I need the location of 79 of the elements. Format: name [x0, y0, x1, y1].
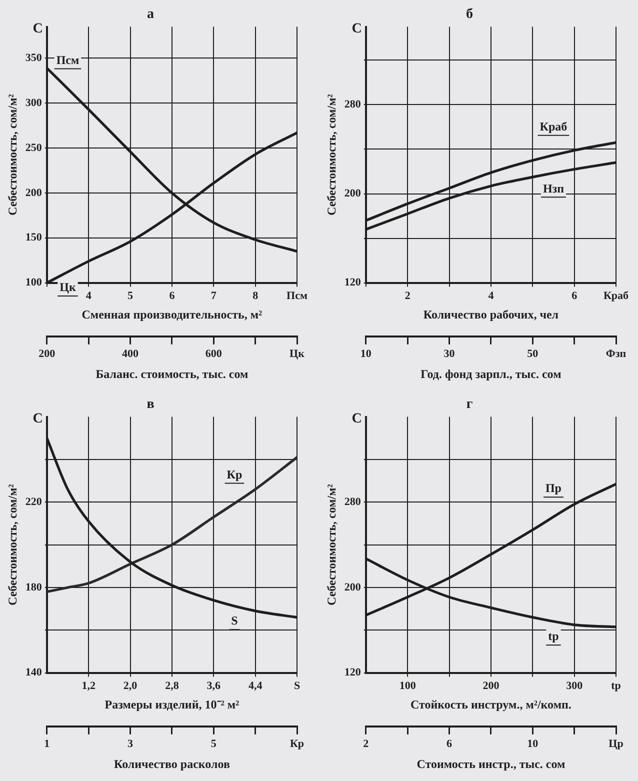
- y-tick-label: 120: [344, 276, 362, 289]
- x2-axis-title: Стоимость инстр., тыс. сом: [416, 756, 566, 771]
- x2-tick-label: 3: [128, 738, 134, 750]
- y-tick-label: 300: [25, 96, 42, 109]
- y-tick-label: 150: [25, 232, 42, 244]
- x2-tick-label: 50: [527, 348, 539, 360]
- series-label: Псм: [56, 52, 80, 67]
- x2-tick-label: 30: [444, 348, 456, 360]
- chart-title: б: [466, 7, 473, 22]
- y-tick-label: 180: [25, 581, 42, 594]
- text: C: [352, 411, 362, 426]
- x2-tick-label: 10: [527, 738, 539, 750]
- text: C: [32, 21, 43, 36]
- y-axis-title: Себестоимость, сом/м²: [5, 484, 20, 606]
- x2-tick-label: Кр: [290, 738, 304, 750]
- y-tick-label: 140: [25, 666, 42, 679]
- x-tick-label: 200: [482, 680, 500, 692]
- x-axis-title: Размеры изделий, 10⁻² м²: [104, 697, 240, 712]
- chart-title: в: [146, 397, 155, 412]
- series-label: Цк: [60, 280, 76, 294]
- x-tick-label: 300: [566, 680, 584, 692]
- x-tick-label: 7: [210, 290, 217, 302]
- text: C: [32, 411, 43, 426]
- x-tick-label: 5: [128, 290, 134, 302]
- x-tick-label: 2,8: [165, 680, 180, 692]
- x2-tick-label: Цр: [608, 738, 624, 750]
- x-tick-label: 4: [86, 290, 92, 302]
- x-axis-title: Сменная производительность, м²: [82, 307, 263, 322]
- x-tick-label: 6: [169, 290, 176, 302]
- x-tick-label: Краб: [603, 290, 630, 302]
- x-tick-label: 6: [572, 290, 578, 302]
- x2-tick-label: 5: [210, 738, 217, 750]
- x-tick-label: 1,2: [82, 680, 96, 692]
- x-tick-label: 3,6: [206, 680, 222, 692]
- series-label: Кр: [226, 467, 242, 482]
- x-tick-label: 2,0: [123, 680, 138, 692]
- x-tick-label: tр: [611, 680, 621, 692]
- series-label: Пр: [545, 481, 562, 496]
- chart-title: г: [466, 397, 473, 412]
- x2-tick-label: 6: [446, 738, 453, 750]
- x2-tick-label: 200: [38, 348, 56, 360]
- y-axis-title: Себестоимость, сом/м²: [324, 484, 338, 606]
- x-tick-label: S: [294, 680, 300, 692]
- series-label: S: [231, 614, 238, 628]
- x2-tick-label: 600: [205, 348, 222, 360]
- x2-tick-label: 1: [44, 738, 50, 750]
- chart-title: а: [147, 7, 154, 22]
- x2-tick-label: 2: [363, 738, 370, 750]
- y-axis-title: Себестоимость, сом/м²: [5, 94, 20, 216]
- y-tick-label: 350: [25, 52, 42, 64]
- x2-tick-label: Фзп: [606, 348, 627, 360]
- x-axis-title: Количество рабочих, чел: [423, 307, 559, 322]
- x-tick-label: 4,4: [248, 680, 263, 692]
- y-tick-label: 100: [25, 276, 42, 289]
- x2-tick-label: 10: [360, 348, 372, 360]
- series-label: Краб: [540, 119, 568, 134]
- y-tick-label: 200: [25, 186, 42, 199]
- x-axis-title: Стойкость инструм., м²/комп.: [410, 697, 572, 712]
- x-tick-label: Псм: [286, 290, 308, 302]
- series-label: tр: [548, 629, 560, 644]
- x2-tick-label: 400: [122, 348, 140, 360]
- y-tick-label: 250: [25, 142, 42, 154]
- y-tick-label: 280: [344, 496, 362, 508]
- y-axis-title: Себестоимость, сом/м²: [324, 94, 338, 216]
- x-tick-label: 8: [252, 290, 259, 302]
- y-tick-label: 220: [25, 496, 42, 508]
- series-label: Нзп: [542, 181, 564, 196]
- x2-tick-label: Цк: [290, 348, 306, 360]
- y-tick-label: 200: [344, 581, 362, 594]
- x-tick-label: 100: [399, 680, 416, 692]
- x-tick-label: 2: [404, 290, 411, 302]
- x-tick-label: 4: [488, 290, 494, 302]
- text: C: [352, 21, 362, 36]
- x2-axis-title: Год. фонд зарпл., тыс. сом: [420, 366, 562, 381]
- y-tick-label: 120: [344, 666, 362, 679]
- y-tick-label: 200: [344, 188, 362, 200]
- x2-axis-title: Баланс. стоимость, тыс. сом: [96, 366, 248, 381]
- x2-axis-title: Количество расколов: [114, 756, 230, 771]
- y-tick-label: 280: [344, 98, 362, 111]
